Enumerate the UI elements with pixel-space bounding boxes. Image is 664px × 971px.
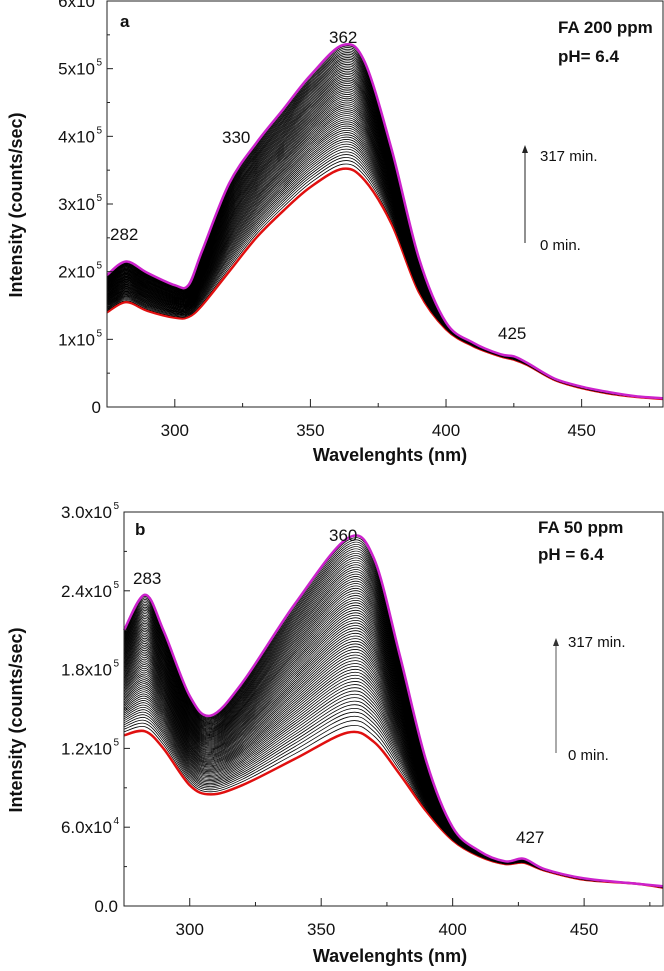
y-tick-label: 6.0x10	[61, 818, 112, 837]
y-tick-label: 4x10	[58, 127, 95, 146]
spectra-curves-a	[106, 42, 664, 401]
spectrum-curve	[106, 63, 664, 399]
peak-label-330: 330	[222, 128, 250, 147]
spectrum-curve	[106, 55, 664, 399]
legend-ph-b: pH = 6.4	[538, 545, 604, 564]
spectra-curves-b	[122, 534, 664, 889]
y-tick-label: 5x10	[58, 60, 95, 79]
y-tick-exponent: 5	[96, 261, 102, 272]
spectrum-curve	[106, 67, 664, 399]
time-start-label-a: 0 min.	[540, 237, 581, 254]
spectrum-curve	[106, 70, 664, 399]
peak-label-283: 283	[133, 569, 161, 588]
spectrum-curve	[106, 50, 664, 399]
spectrum-curve	[106, 48, 664, 399]
arrow-head-icon	[553, 638, 559, 646]
peak-label-427: 427	[516, 828, 544, 847]
legend-concentration-b: FA 50 ppm	[538, 518, 623, 537]
spectrum-curve	[106, 65, 664, 399]
x-tick-label: 450	[570, 920, 598, 939]
panel-letter-b: b	[135, 520, 145, 539]
x-tick-label: 400	[432, 421, 460, 440]
arrow-head-icon	[522, 145, 528, 153]
spectrum-curve	[106, 52, 664, 399]
y-tick-label: 3.0x10	[61, 503, 112, 522]
x-tick-label: 350	[296, 421, 324, 440]
y-tick-exponent: 5	[113, 580, 119, 591]
spectrum-curve-end	[122, 534, 664, 888]
y-tick-exponent: 5	[96, 328, 102, 339]
y-tick-label: 2x10	[58, 263, 95, 282]
peak-label-362: 362	[329, 28, 357, 47]
y-axis-label-b: Intensity (counts/sec)	[6, 627, 26, 812]
time-end-label-b: 317 min.	[568, 634, 626, 651]
y-tick-exponent: 5	[113, 737, 119, 748]
spectrum-curve	[106, 58, 664, 399]
legend-ph-a: pH= 6.4	[558, 47, 619, 66]
y-tick-label: 1.2x10	[61, 739, 112, 758]
spectrum-curve-end	[106, 42, 664, 400]
y-tick-exponent: 5	[96, 125, 102, 136]
y-tick-label: 0	[92, 398, 101, 417]
x-tick-label: 300	[161, 421, 189, 440]
x-tick-label: 450	[567, 421, 595, 440]
time-start-label-b: 0 min.	[568, 747, 609, 764]
y-tick-label: 3x10	[58, 195, 95, 214]
time-end-label-a: 317 min.	[540, 148, 598, 165]
peak-label-425: 425	[498, 324, 526, 343]
y-tick-label: 1x10	[58, 330, 95, 349]
panel-letter-a: a	[120, 12, 130, 31]
peak-label-360: 360	[329, 526, 357, 545]
y-tick-label: 1.8x10	[61, 661, 112, 680]
y-tick-label: 0.0	[94, 897, 118, 916]
x-tick-label: 350	[307, 920, 335, 939]
legend-concentration-a: FA 200 ppm	[558, 18, 653, 37]
spectrum-curve	[106, 57, 664, 399]
spectrum-curve	[106, 53, 664, 399]
y-tick-exponent: 5	[96, 0, 102, 1]
y-tick-exponent: 5	[96, 193, 102, 204]
y-tick-exponent: 5	[113, 659, 119, 670]
x-tick-label: 300	[176, 920, 204, 939]
x-axis-label-a: Wavelenghts (nm)	[313, 445, 467, 465]
x-tick-label: 400	[438, 920, 466, 939]
spectrum-curve	[106, 47, 664, 399]
peak-label-282: 282	[110, 225, 138, 244]
y-axis-label-a: Intensity (counts/sec)	[6, 112, 26, 297]
y-tick-label: 2.4x10	[61, 582, 112, 601]
spectrum-curve	[106, 69, 664, 399]
spectrum-curve	[106, 60, 664, 399]
spectrum-curve	[106, 62, 664, 399]
x-axis-label-b: Wavelenghts (nm)	[313, 946, 467, 966]
y-tick-exponent: 4	[113, 816, 119, 827]
y-tick-exponent: 5	[96, 58, 102, 69]
spectrum-curve	[106, 45, 664, 399]
y-tick-exponent: 5	[113, 501, 119, 512]
y-tick-label: 6x10	[58, 0, 95, 11]
